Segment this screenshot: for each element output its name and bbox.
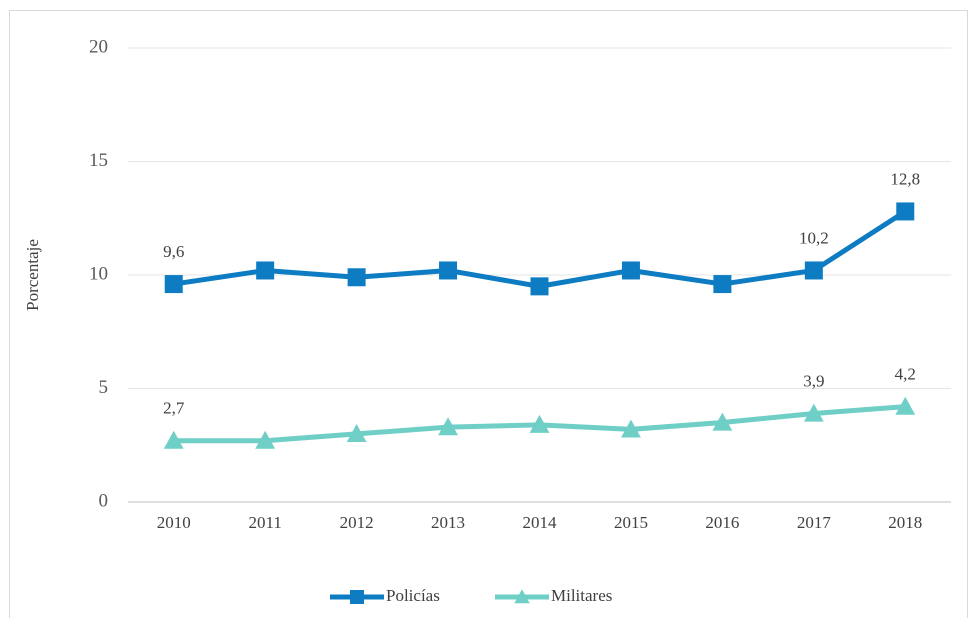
data-label: 12,8 [890,169,920,188]
x-tick-label: 2016 [705,513,739,532]
data-point [347,268,366,287]
data-point [346,424,367,442]
y-tick-label: 15 [89,150,108,171]
data-point [529,414,550,433]
y-tick-label: 0 [99,490,109,511]
data-label: 10,2 [799,228,829,247]
x-tick-label: 2014 [523,513,558,532]
data-label: 4,2 [895,365,916,384]
y-axis-label: Porcentaje [23,239,42,311]
legend-label: Militares [551,586,612,605]
y-tick-label: 5 [99,377,109,398]
data-point [803,403,824,422]
data-point [713,275,732,294]
data-point [804,261,823,280]
y-tick-label: 10 [89,263,108,284]
data-point [896,202,915,221]
x-tick-label: 2017 [797,513,832,532]
legend-marker [350,590,364,604]
x-tick-label: 2015 [614,513,648,532]
data-point [256,261,275,280]
y-tick-label: 20 [89,36,108,57]
x-tick-label: 2010 [157,513,191,532]
data-point [163,430,184,449]
x-tick-label: 2011 [248,513,281,532]
chart-frame [9,10,968,618]
data-point [621,261,640,280]
data-point [621,419,641,438]
data-point [255,430,276,449]
data-point [164,275,183,294]
data-point [438,417,458,436]
legend-label: Policías [386,586,440,605]
data-label: 9,6 [163,242,184,261]
x-tick-label: 2018 [888,513,922,532]
data-label: 2,7 [163,399,185,418]
data-point [895,396,916,415]
data-point [439,261,458,280]
data-point [530,277,549,296]
x-tick-label: 2013 [431,513,465,532]
data-label: 3,9 [803,371,824,390]
legend-marker [514,589,530,604]
data-point [712,412,733,431]
x-tick-label: 2012 [340,513,374,532]
